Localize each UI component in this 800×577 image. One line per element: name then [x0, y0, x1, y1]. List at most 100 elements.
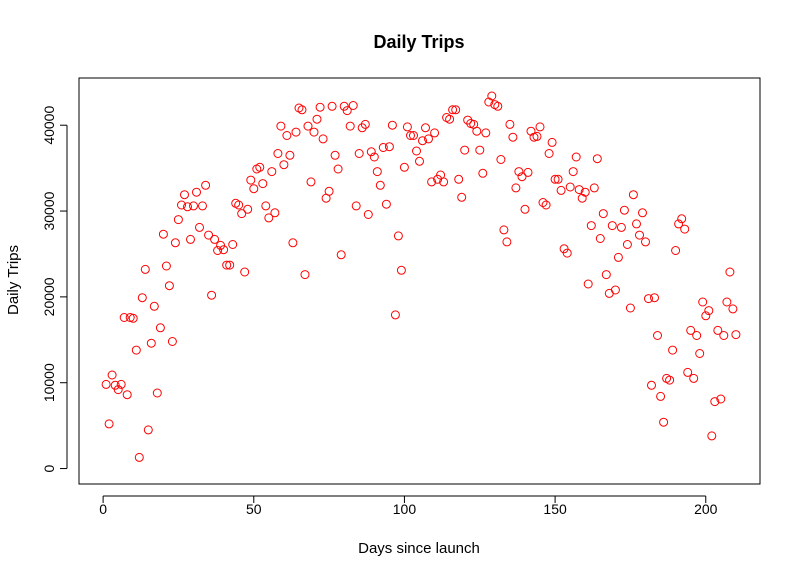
data-point [137, 293, 147, 303]
data-point [502, 237, 512, 247]
x-axis-label: Days since launch [358, 540, 480, 557]
data-point [625, 303, 635, 313]
data-point [198, 201, 207, 211]
data-point [306, 177, 316, 187]
data-point [514, 167, 524, 177]
data-point [544, 149, 554, 158]
x-tick-label: 50 [246, 501, 262, 517]
data-point [261, 201, 271, 211]
data-point [158, 229, 168, 239]
data-points [101, 91, 741, 462]
data-point [610, 285, 620, 295]
data-point [276, 121, 286, 131]
data-point [107, 370, 117, 380]
data-point [496, 155, 506, 164]
data-point [538, 198, 548, 207]
data-point [638, 208, 647, 218]
x-axis: 0 50 100 150 200 [99, 495, 718, 517]
data-point [396, 265, 406, 275]
data-point [632, 219, 641, 229]
data-point [481, 128, 491, 138]
data-point [234, 200, 244, 210]
data-point [650, 293, 659, 303]
data-point [186, 234, 195, 244]
data-point [378, 143, 388, 152]
data-point [267, 167, 277, 177]
data-point [641, 237, 650, 247]
data-point [478, 168, 488, 178]
data-point [526, 126, 536, 136]
x-tick-label: 200 [694, 501, 718, 517]
data-point [580, 187, 590, 197]
data-point [204, 230, 214, 240]
x-tick-label: 0 [99, 501, 107, 517]
data-point [122, 390, 132, 400]
data-point [493, 101, 503, 111]
data-point [520, 204, 530, 214]
data-point [189, 201, 198, 211]
data-point [372, 167, 382, 177]
data-point [363, 210, 373, 219]
data-point [173, 215, 183, 225]
data-point [167, 337, 177, 346]
data-point [119, 313, 129, 322]
data-point [291, 127, 301, 137]
data-point [430, 128, 440, 138]
data-point [146, 338, 156, 348]
data-point [616, 222, 626, 232]
data-point [598, 209, 608, 219]
data-point [613, 252, 623, 262]
data-point [595, 234, 605, 243]
y-tick-label: 30000 [41, 191, 57, 230]
data-point [288, 238, 298, 248]
data-point [243, 204, 253, 214]
data-point [592, 154, 602, 164]
data-point [303, 121, 313, 131]
data-point [445, 114, 455, 124]
data-point [472, 126, 482, 136]
data-point [164, 281, 174, 291]
data-point [201, 180, 211, 190]
data-point [207, 290, 217, 300]
data-point [550, 174, 560, 184]
data-point [439, 177, 449, 187]
data-point [195, 222, 204, 232]
data-point [683, 367, 693, 377]
data-point [360, 119, 370, 129]
data-point [475, 145, 485, 155]
data-point [134, 452, 144, 462]
data-point [309, 127, 319, 137]
data-point [384, 142, 394, 152]
data-point [674, 219, 684, 229]
y-tick-label: 40000 [41, 106, 57, 145]
y-axis: 0 10000 20000 30000 40000 [41, 106, 68, 472]
data-point [604, 288, 614, 298]
data-point [505, 119, 515, 129]
data-point [589, 183, 599, 193]
data-point [731, 330, 741, 340]
data-point [535, 122, 545, 132]
data-point [454, 174, 464, 184]
data-point [716, 394, 726, 404]
data-point [279, 160, 289, 170]
data-point [719, 331, 729, 340]
data-point [406, 131, 415, 140]
data-point [574, 185, 584, 195]
data-point [282, 131, 292, 140]
data-point [342, 106, 352, 116]
data-point [155, 323, 165, 333]
data-point [665, 375, 675, 385]
data-point [143, 425, 153, 435]
data-point [571, 152, 581, 162]
data-point [128, 313, 138, 323]
data-point [457, 192, 467, 202]
data-point [722, 297, 732, 307]
data-point [511, 183, 521, 193]
data-point [225, 260, 235, 270]
data-point [113, 385, 123, 395]
data-point [170, 238, 180, 248]
data-point [161, 261, 171, 271]
data-point [152, 388, 162, 398]
data-point [499, 225, 509, 235]
